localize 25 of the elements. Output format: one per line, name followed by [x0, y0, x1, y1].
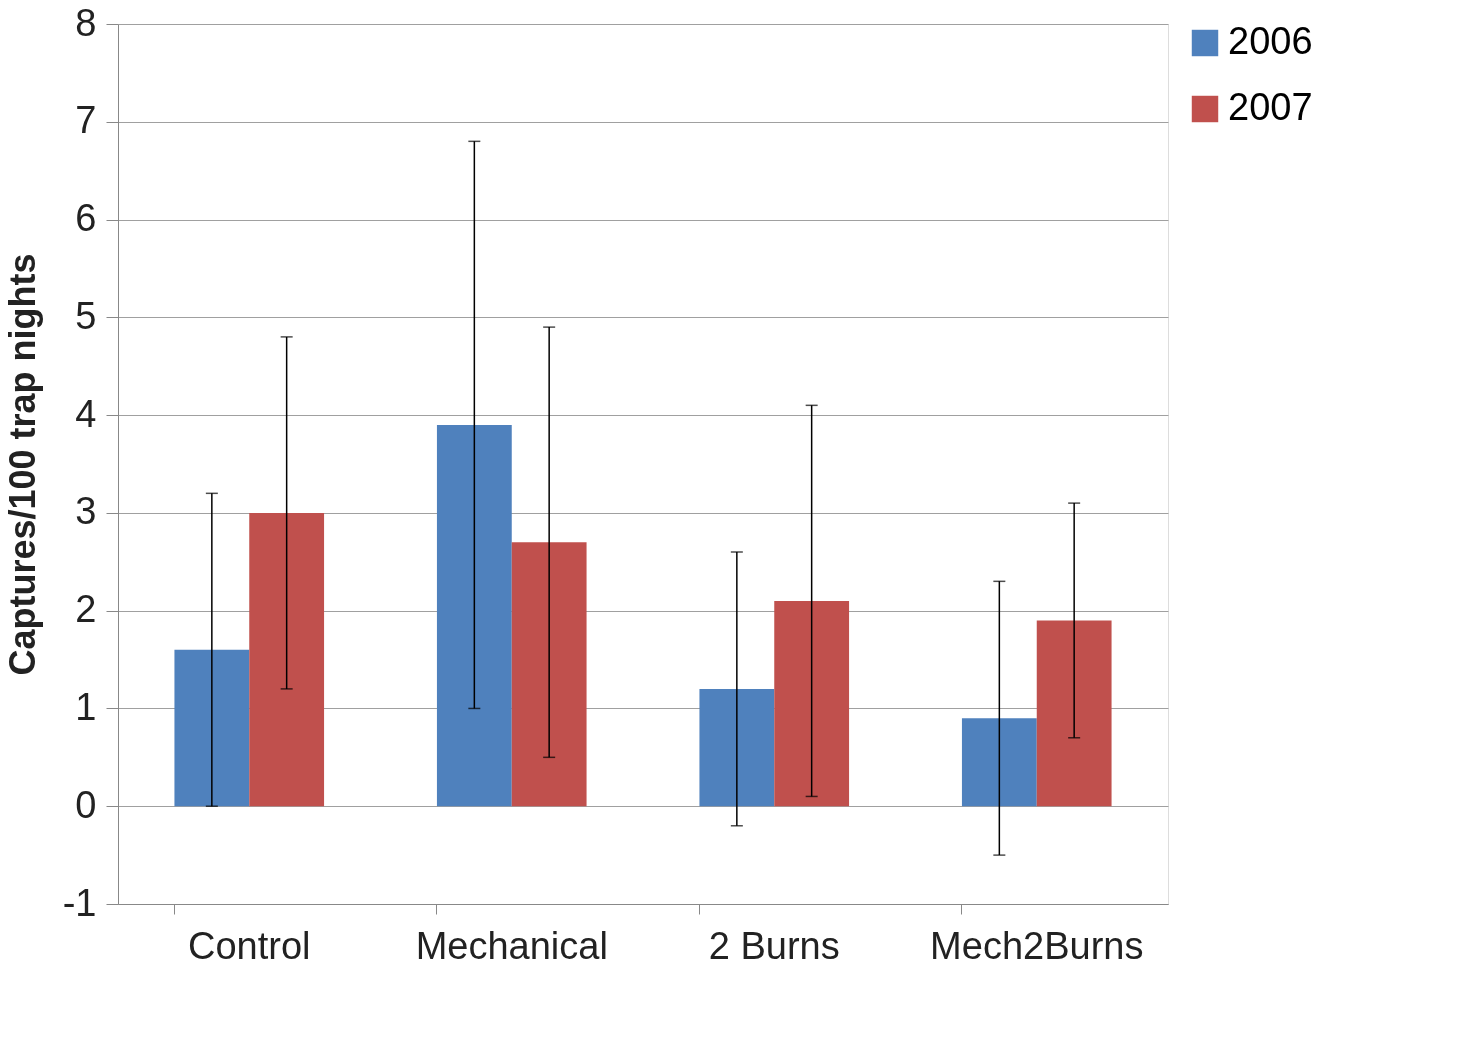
y-tick-label: 7 [75, 99, 97, 142]
y-tick-label: 1 [75, 685, 97, 728]
bar [436, 424, 512, 807]
bar [174, 649, 250, 807]
bar [961, 718, 1037, 807]
y-tick-label: 5 [75, 294, 97, 337]
bar [1036, 620, 1112, 807]
y-tick-label: 4 [75, 392, 97, 435]
y-tick-label: 2 [75, 588, 97, 631]
x-tick-label: Control [188, 924, 311, 967]
y-tick-label: -1 [62, 881, 97, 924]
bar [774, 600, 850, 807]
legend-label: 2006 [1228, 20, 1313, 62]
y-tick-label: 6 [75, 197, 97, 240]
bar [249, 512, 325, 807]
x-tick-label: Mech2Burns [930, 924, 1144, 967]
x-tick-label: Mechanical [415, 924, 608, 967]
bar [511, 542, 587, 807]
y-tick-label: 8 [75, 1, 97, 44]
legend-label: 2007 [1228, 86, 1313, 128]
y-axis-title: Captures/100 trap nights [1, 253, 43, 676]
x-tick-label: 2 Burns [708, 924, 840, 967]
y-tick-label: 0 [75, 783, 97, 826]
bar [699, 688, 775, 807]
y-tick-label: 3 [75, 490, 97, 533]
